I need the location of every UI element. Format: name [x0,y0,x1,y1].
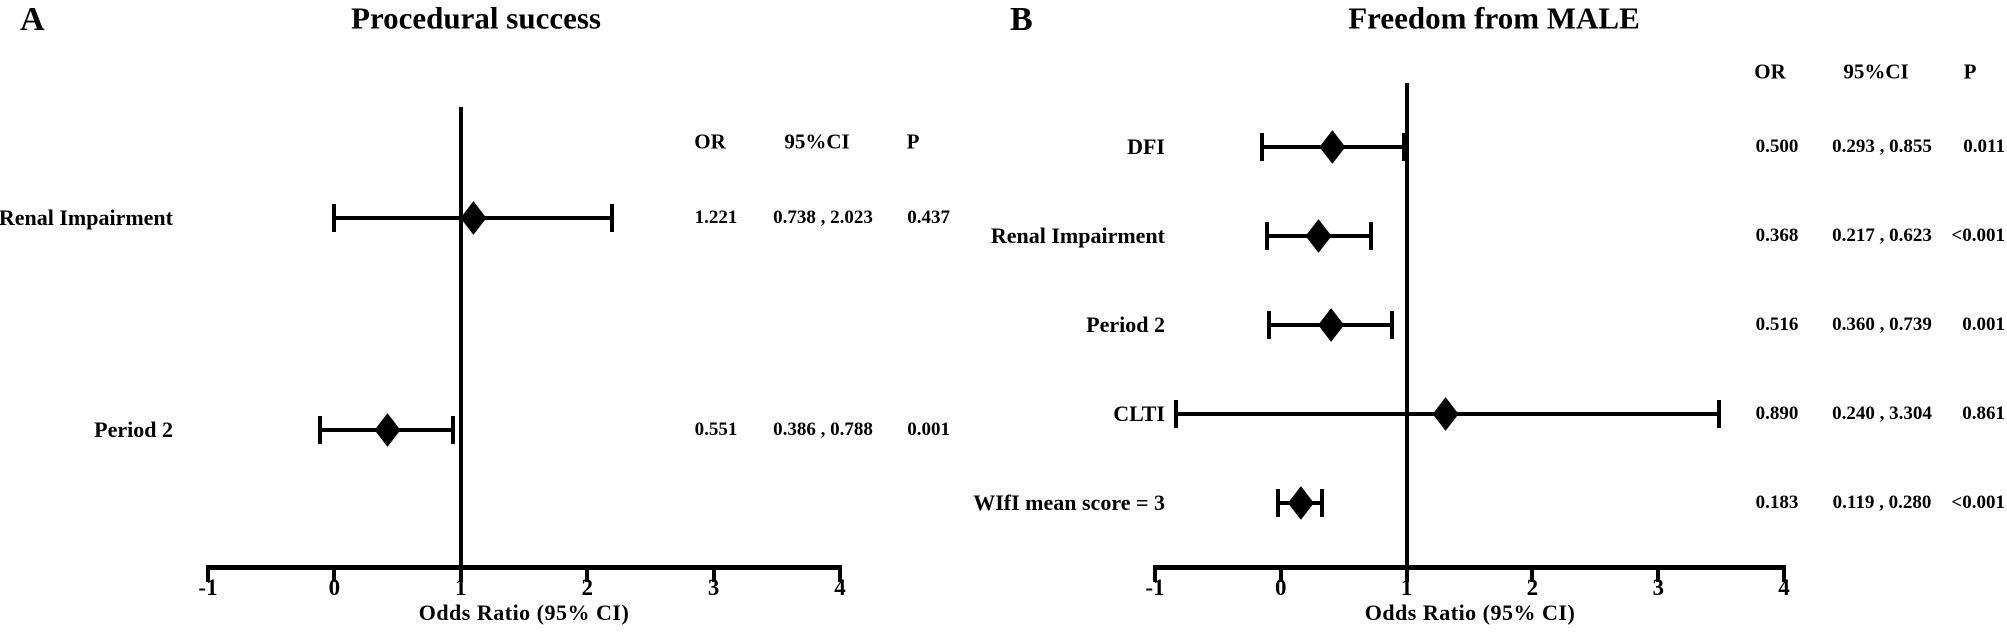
forest-row-label: Period 2 [1086,312,1165,337]
error-bar-cap-right [1369,222,1374,250]
error-bar-cap-left [332,204,337,232]
tick-label: -1 [1145,575,1165,600]
tick-label: 3 [707,575,720,600]
p-value: <0.001 [1951,492,2005,513]
or-value: 0.551 [694,419,738,440]
x-axis [1153,565,1786,570]
p-value: 0.001 [907,419,950,440]
tick-label: 0 [328,575,341,600]
forest-row-label: WIfI mean score = 3 [973,490,1165,515]
x-axis-label: Odds Ratio (95% CI) [418,600,630,625]
tick-label: 2 [581,575,593,600]
panel-label-b: B [1010,1,1033,38]
diamond-marker [374,413,401,447]
or-value: 0.368 [1755,225,1799,246]
reference-line [1404,83,1409,565]
column-header-or: OR [1754,59,1786,84]
reference-line [458,107,463,565]
axis-tick [585,569,590,582]
error-bar-cap-left [1267,311,1272,339]
error-bar-cap-left [1174,400,1179,428]
axis-tick [1153,569,1157,582]
error-bar-cap-right [1716,400,1721,428]
axis-tick [1404,569,1409,582]
axis-tick [332,569,337,582]
or-value: 0.516 [1755,314,1799,335]
diamond-marker [1319,130,1346,164]
ci-value: 0.360 , 0.739 [1832,314,1932,335]
diamond-marker [1305,219,1332,253]
tick-label: 0 [1275,575,1287,600]
error-bar-cap-left [1276,489,1281,517]
tick-label: 3 [1652,575,1664,600]
panel-title: Procedural success [351,0,601,36]
ci-value: 0.738 , 2.023 [773,207,873,228]
forest-row-label: CLTI [1113,401,1165,426]
diamond-marker [460,201,487,235]
or-value: 0.183 [1755,492,1799,513]
ci-value: 0.217 , 0.623 [1832,225,1932,246]
or-value: 0.500 [1755,136,1799,157]
diamond-marker [1432,397,1459,431]
error-bar-cap-right [451,416,456,444]
error-bar-cap-right [1389,311,1394,339]
p-value: 0.437 [907,207,950,228]
axis-tick [1278,569,1283,582]
error-bar-cap-right [1402,133,1407,161]
p-value: 0.861 [1962,403,2005,424]
p-value: 0.001 [1962,314,2005,335]
forest-row-label: Renal Impairment [990,223,1165,248]
tick-label: 1 [1400,575,1413,600]
tick-label: 4 [1778,575,1790,600]
axis-tick [711,569,716,582]
axis-tick [838,569,842,582]
axis-tick [1782,569,1786,582]
forest-row-label: Period 2 [94,417,173,442]
forest-row-label: Renal Impairment [0,205,173,230]
error-bar-cap-right [1320,489,1325,517]
error-bar-cap-right [610,204,615,232]
forest-row-label: DFI [1127,134,1165,159]
ci-value: 0.293 , 0.855 [1832,136,1932,157]
or-value: 1.221 [694,207,738,228]
ci-value: 0.119 , 0.280 [1832,492,1932,513]
or-value: 0.890 [1755,403,1799,424]
column-header-ci: 95%CI [1843,59,1909,84]
error-bar-cap-left [318,416,323,444]
p-value: 0.011 [1963,136,2005,157]
column-header-p: P [906,129,920,154]
ci-value: 0.386 , 0.788 [773,419,873,440]
error-bar-cap-left [1264,222,1269,250]
axis-tick [206,569,210,582]
column-header-ci: 95%CI [784,129,850,154]
ci-value: 0.240 , 3.304 [1832,403,1932,424]
tick-label: 2 [1526,575,1539,600]
x-axis-label: Odds Ratio (95% CI) [1364,600,1576,625]
diamond-marker [1318,308,1345,342]
p-value: <0.001 [1951,225,2005,246]
panel-label-a: A [20,1,45,38]
diamond-marker [1287,486,1314,520]
tick-label: -1 [198,575,218,600]
tick-label: 4 [834,575,846,600]
tick-label: 1 [455,575,467,600]
axis-tick [458,569,463,582]
column-header-p: P [1963,59,1977,84]
error-bar-cap-left [1259,133,1264,161]
panel-title: Freedom from MALE [1348,0,1640,36]
axis-tick [1530,569,1535,582]
axis-tick [1656,569,1661,582]
column-header-or: OR [694,129,726,154]
x-axis [206,565,842,570]
